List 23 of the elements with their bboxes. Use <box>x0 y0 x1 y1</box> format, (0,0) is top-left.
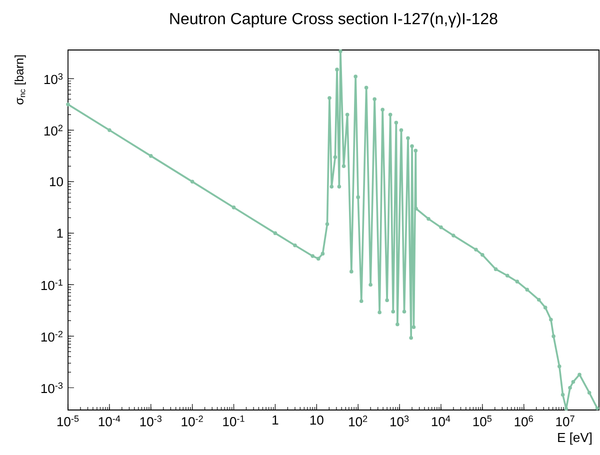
x-tick-label: 10 <box>310 416 324 425</box>
chart-title: Neutron Capture Cross section I-127(n,γ)I-128 <box>170 12 498 28</box>
x-tick-label: 10$^{-4}$ <box>98 416 120 426</box>
x-tick-label: 1 <box>272 416 278 424</box>
y-tick-label: 10$^{2}$ <box>44 124 63 136</box>
x-tick-label: 10$^{-3}$ <box>140 416 162 426</box>
x-tick-label: 10$^{4}$ <box>432 416 450 426</box>
y-tick-label: 10$^{-1}$ <box>41 279 63 290</box>
x-tick-label: 10$^{-5}$ <box>57 416 79 426</box>
x-tick-label: 10$^{-2}$ <box>182 416 203 426</box>
x-axis-title: E [eV] <box>558 432 592 445</box>
x-tick-label: 10$^{5}$ <box>473 416 492 426</box>
y-tick-label: 10$^{3}$ <box>44 73 63 84</box>
y-tick-label: 10 <box>50 177 63 186</box>
y-tick-label: 10$^{-2}$ <box>41 330 63 342</box>
x-tick-label: 10$^{-1}$ <box>223 416 244 426</box>
x-tick-label: 10$^{3}$ <box>390 416 409 426</box>
x-tick-label: 10$^{6}$ <box>514 416 533 426</box>
y-tick-label: 10$^{-3}$ <box>41 382 63 394</box>
x-tick-label: 10$^{7}$ <box>556 416 574 426</box>
y-axis-title: σ$_{nc}$ [barn] <box>14 55 26 104</box>
y-tick-label: 1 <box>57 228 63 238</box>
x-tick-label: 10$^{2}$ <box>349 416 368 426</box>
